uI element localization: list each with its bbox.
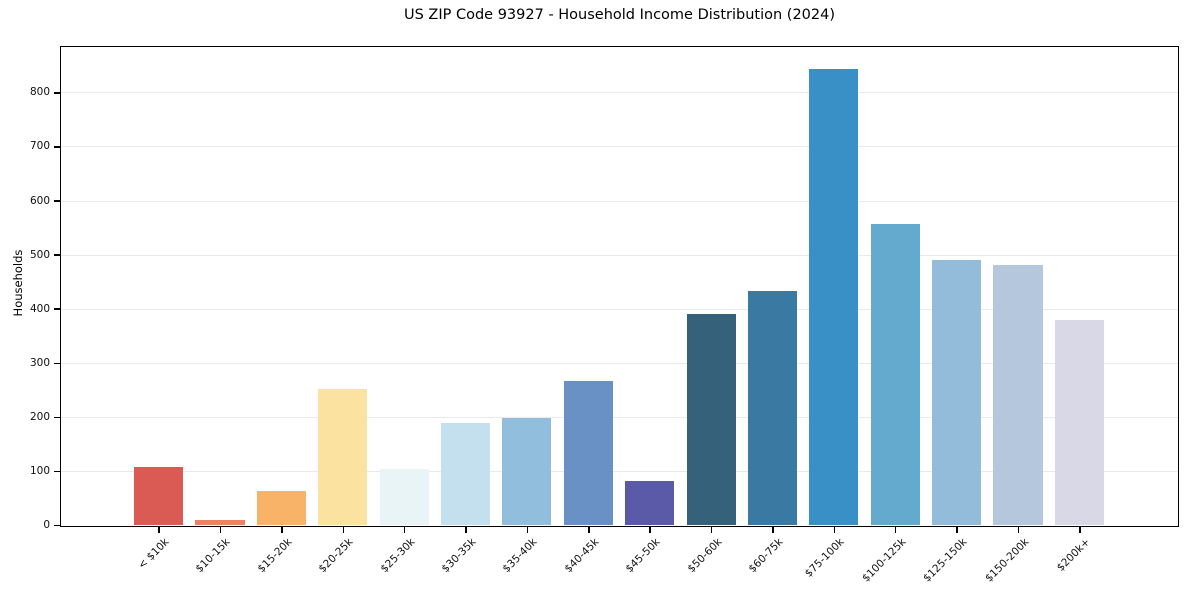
y-tick-label: 800	[29, 86, 50, 99]
bar-$40-45k	[563, 380, 613, 525]
x-tick	[526, 527, 529, 533]
x-tick	[588, 527, 590, 533]
y-tick-label: 700	[29, 140, 50, 153]
y-tick-label: 200	[29, 410, 50, 423]
x-tick-label: $125-150k	[921, 536, 970, 585]
y-tick-label: 400	[29, 302, 50, 315]
bar-$150-200k	[993, 264, 1043, 525]
gridline	[61, 146, 1178, 148]
bar-$30-35k	[440, 423, 491, 525]
x-tick-label: $25-30k	[378, 536, 418, 576]
bar-$100-125k	[870, 223, 920, 525]
bar-$15-20k	[256, 490, 306, 525]
bar-$60-75k	[747, 291, 797, 525]
x-tick-label: < $10k	[136, 536, 172, 572]
x-tick-label: $35-40k	[500, 536, 540, 576]
x-tick	[894, 527, 897, 533]
gridline	[61, 254, 1178, 256]
y-tick-label: 500	[29, 248, 50, 261]
bar-$200k+	[1054, 320, 1104, 525]
x-tick-label: $200k+	[1054, 536, 1093, 574]
x-tick	[219, 527, 222, 533]
x-tick-label: $40-45k	[562, 536, 602, 576]
y-tick	[54, 362, 60, 365]
gridline	[61, 362, 1178, 364]
x-tick-label: $20-25k	[316, 536, 356, 576]
y-tick	[54, 200, 60, 202]
bar-$35-40k	[502, 417, 552, 525]
x-tick	[403, 527, 406, 533]
y-tick	[54, 524, 60, 527]
y-tick	[54, 92, 60, 94]
gridline	[61, 200, 1178, 202]
bar-< $10k	[134, 467, 184, 525]
y-tick-label: 300	[29, 356, 50, 369]
x-tick	[465, 527, 467, 533]
x-tick	[956, 527, 958, 533]
bar-$20-25k	[318, 388, 368, 525]
y-tick	[54, 416, 60, 419]
gridline	[61, 416, 1178, 418]
chart-title: US ZIP Code 93927 - Household Income Dis…	[403, 7, 836, 23]
x-tick-label: $100-125k	[859, 536, 909, 585]
gridline	[61, 470, 1178, 472]
y-tick	[54, 308, 60, 310]
bar-$25-30k	[379, 469, 429, 525]
x-tick-label: $60-75k	[746, 536, 786, 576]
y-tick-label: 100	[29, 464, 50, 477]
y-tick	[54, 146, 60, 148]
bar-$45-50k	[625, 480, 675, 525]
x-tick-label: $150-200k	[982, 536, 1031, 585]
x-tick	[281, 527, 283, 533]
x-tick-label: $45-50k	[623, 536, 663, 576]
y-tick	[54, 254, 60, 256]
x-tick	[1017, 527, 1020, 533]
x-tick-label: $15-20k	[255, 536, 295, 576]
x-tick	[710, 527, 713, 533]
bar-$125-150k	[932, 260, 982, 525]
bar-$50-60k	[686, 314, 736, 525]
y-tick-label: 0	[43, 519, 50, 531]
bar-$10-15k	[195, 519, 245, 525]
x-tick	[833, 527, 836, 533]
x-tick-label: $10-15k	[193, 536, 233, 576]
gridline	[61, 308, 1178, 310]
x-tick	[342, 527, 344, 533]
x-tick	[649, 527, 651, 533]
y-tick	[54, 470, 60, 473]
x-tick	[772, 527, 774, 533]
plot-area	[60, 46, 1179, 527]
x-tick	[1079, 527, 1081, 533]
x-tick	[158, 527, 160, 533]
x-tick-label: $30-35k	[439, 536, 479, 576]
x-tick-label: $50-60k	[684, 536, 725, 576]
bar-$75-100k	[809, 69, 859, 525]
y-tick-label: 600	[29, 194, 50, 207]
x-tick-label: $75-100k	[803, 536, 847, 580]
gridline	[61, 92, 1178, 94]
